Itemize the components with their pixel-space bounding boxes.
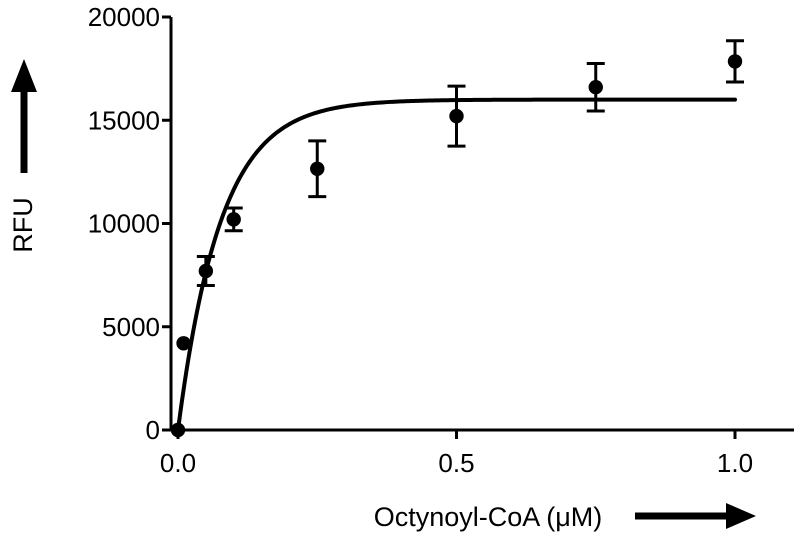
ticks: 0 5000 10000 15000 20000 0.0 0.5 1.0 [88, 2, 753, 478]
data-point [176, 336, 191, 351]
data-point [198, 263, 214, 279]
y-axis-arrow-icon [11, 59, 37, 173]
axes [169, 17, 794, 432]
fit-layer [176, 97, 737, 432]
y-tick-label: 20000 [88, 2, 160, 32]
data-point [727, 54, 743, 69]
data-point [226, 212, 241, 227]
y-tick-label: 0 [146, 415, 160, 445]
y-tick-label: 5000 [102, 312, 160, 342]
fit-curve [176, 97, 737, 432]
y-axis-label: RFU [8, 197, 38, 253]
x-tick-label: 0.5 [438, 448, 474, 478]
x-axis-label: Octynoyl-CoA (μM) [374, 502, 603, 532]
x-tick-label: 0.0 [160, 448, 196, 478]
error-bars [196, 39, 744, 287]
data-point [449, 108, 464, 124]
y-tick-label: 15000 [88, 105, 160, 135]
data-point [310, 161, 325, 176]
data-point [170, 422, 186, 438]
data-point [588, 80, 603, 95]
data-points [170, 54, 743, 438]
x-axis-arrow-icon [635, 503, 756, 529]
x-tick-label: 1.0 [717, 448, 753, 478]
y-tick-label: 10000 [88, 209, 160, 239]
